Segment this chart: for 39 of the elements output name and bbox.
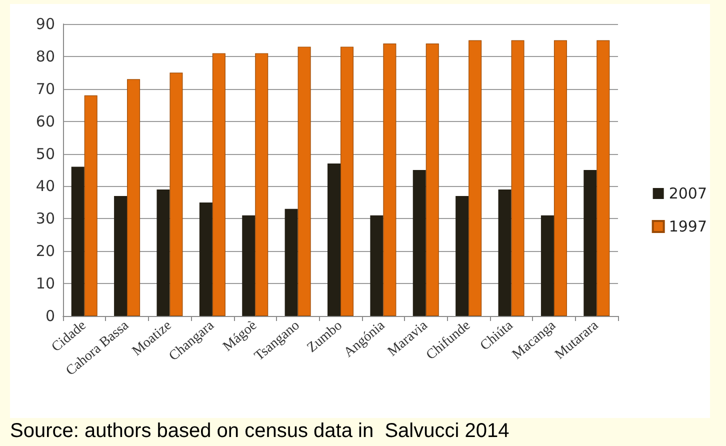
y-tick-label: 0 xyxy=(45,307,55,325)
source-note: Source: authors based on census data in Salvucci 2014 xyxy=(10,420,510,443)
bar xyxy=(340,46,354,316)
bar xyxy=(456,196,469,316)
bar xyxy=(596,40,610,316)
y-tick-label: 10 xyxy=(36,274,55,293)
bar xyxy=(554,40,567,316)
bar xyxy=(383,43,396,316)
bar xyxy=(468,40,482,316)
bar xyxy=(199,202,212,316)
bar xyxy=(584,170,597,316)
y-tick-label: 40 xyxy=(36,177,55,196)
bar xyxy=(498,189,512,316)
y-tick-label: 80 xyxy=(36,47,55,66)
bar xyxy=(298,46,311,316)
bar xyxy=(511,40,524,316)
y-tick-label: 20 xyxy=(36,242,55,260)
y-tick-label: 50 xyxy=(36,144,55,163)
y-tick-label: 70 xyxy=(36,80,55,98)
y-tick-label: 60 xyxy=(36,112,55,130)
bar xyxy=(71,166,84,316)
bar xyxy=(127,79,140,316)
bar xyxy=(370,215,384,316)
bar xyxy=(114,196,128,316)
bar xyxy=(242,215,256,316)
bar xyxy=(255,53,268,316)
bar xyxy=(328,164,340,316)
bar xyxy=(212,53,226,316)
legend-label: 2007 xyxy=(668,184,708,202)
bar xyxy=(156,189,170,316)
bar xyxy=(284,208,298,316)
y-tick-label: 30 xyxy=(36,210,55,228)
bar xyxy=(412,170,426,316)
y-tick-label: 90 xyxy=(36,15,55,33)
bar xyxy=(426,43,439,316)
legend-label: 1997 xyxy=(668,218,708,236)
bar xyxy=(170,72,183,316)
bar xyxy=(540,215,554,316)
bar xyxy=(84,95,98,316)
